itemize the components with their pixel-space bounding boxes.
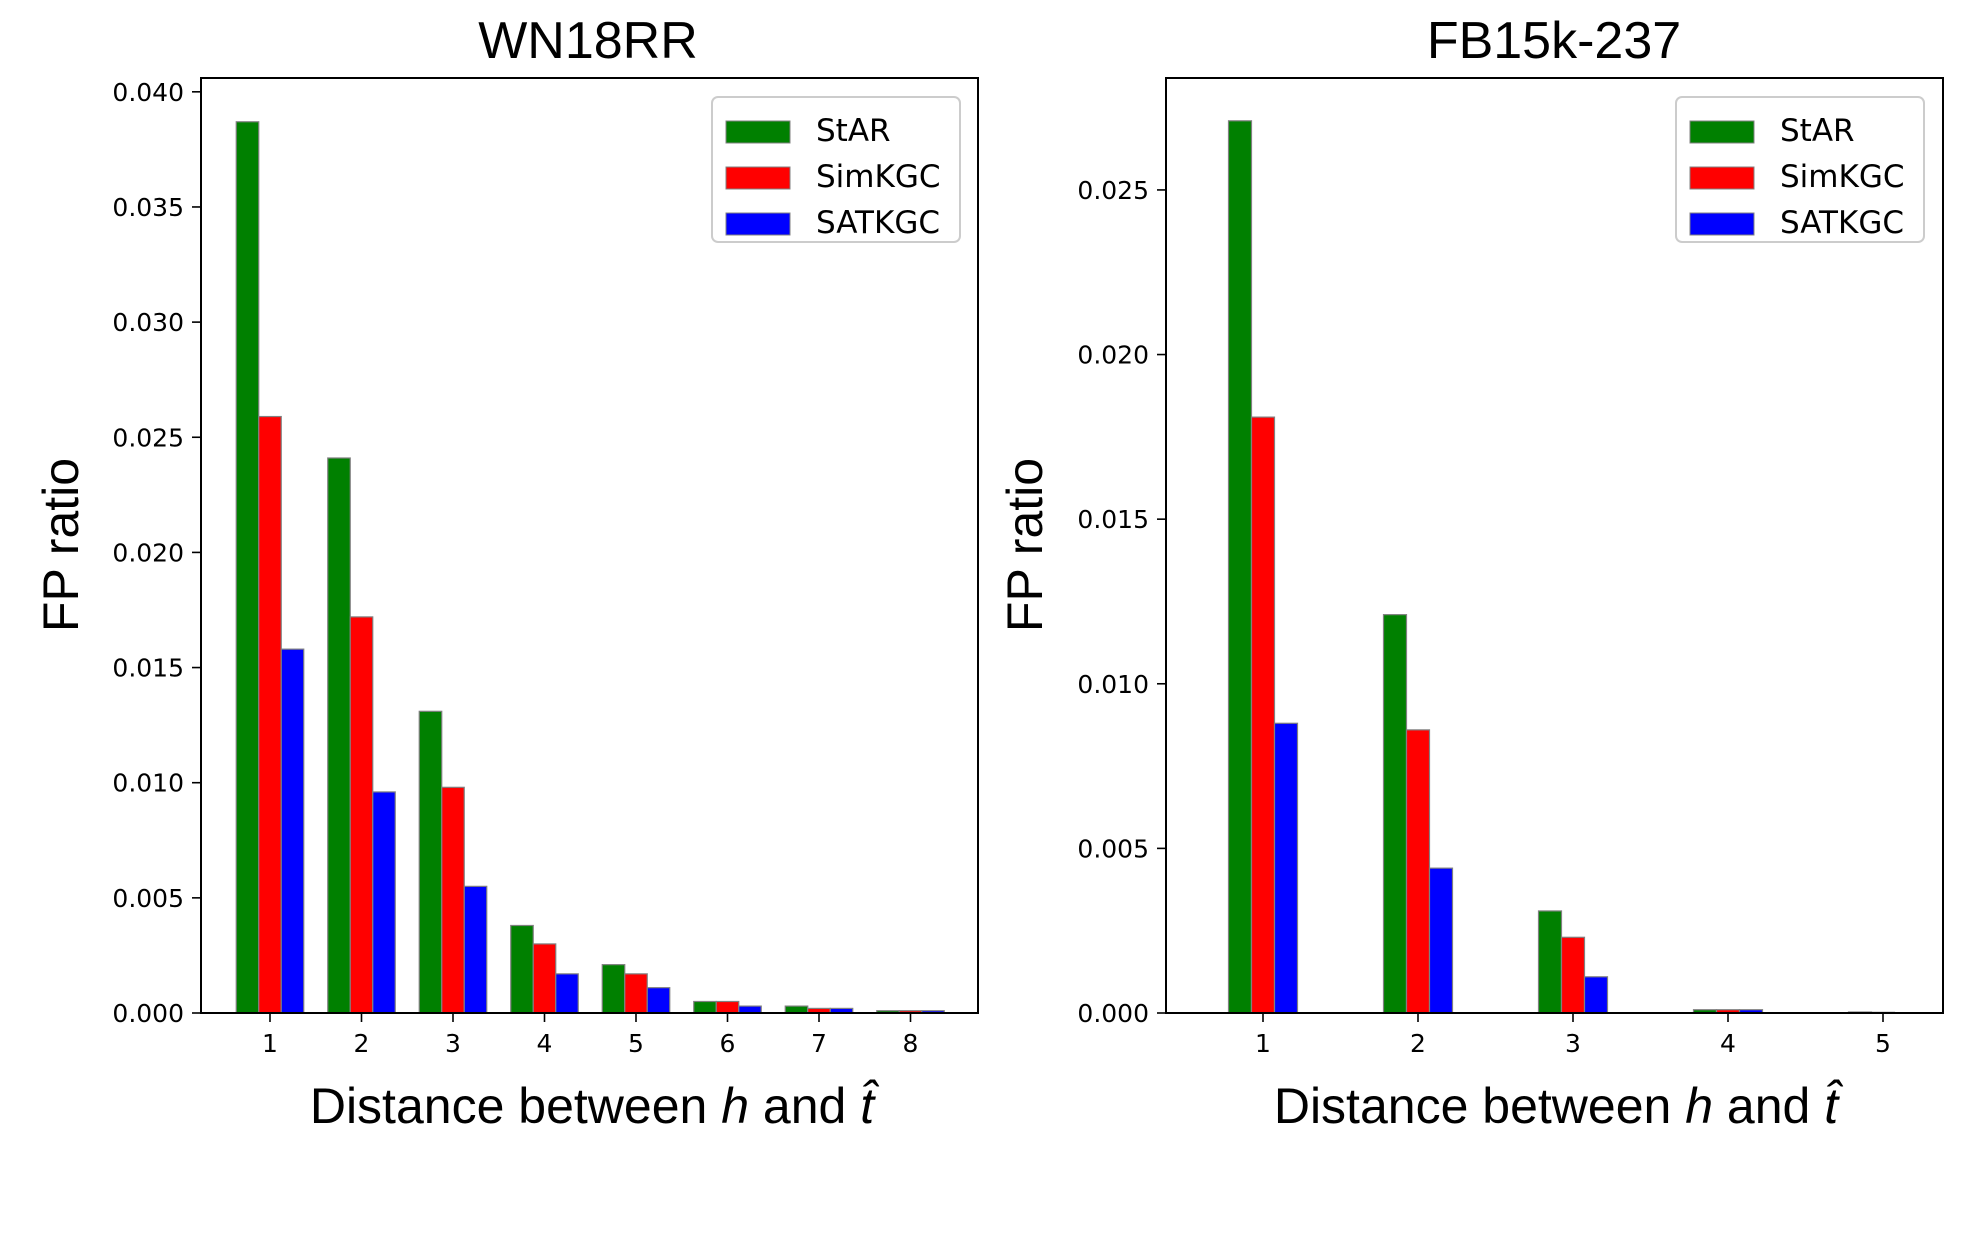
x-tick-label: 2: [1410, 1029, 1426, 1058]
bar-simkgc-6: [715, 1000, 740, 1014]
bar-satkgc-3: [1583, 976, 1609, 1014]
plot-frame: [200, 77, 979, 1014]
x-axis-label-var-h: h: [721, 1078, 749, 1134]
legend-label-satkgc: SATKGC: [816, 205, 940, 241]
y-tick-label: 0.005: [1077, 834, 1149, 863]
bar-star-4: [510, 924, 534, 1014]
y-axis-label: FP ratio: [997, 458, 1053, 632]
bar-star-1: [235, 121, 260, 1014]
chart-panel-wn18rr: WN18RR FP ratio Distance between h and t…: [33, 12, 979, 1134]
x-tick-label: 4: [537, 1029, 553, 1058]
legend: StAR SimKGC SATKGC: [1675, 96, 1925, 243]
x-tick-label: 4: [1720, 1029, 1736, 1058]
y-ticks: 0.000 0.005 0.010 0.015 0.020 0.025 0.030 0.035…: [112, 78, 201, 1028]
legend-label-simkgc: SimKGC: [1780, 159, 1904, 195]
bars-group: [1227, 120, 1919, 1014]
x-axis-label-mid: and: [749, 1078, 860, 1134]
y-tick-label: 0.020: [1077, 341, 1149, 370]
y-tick-label: 0.015: [112, 654, 184, 683]
x-axis-label-prefix: Distance between: [1274, 1078, 1685, 1134]
x-tick-label: 3: [1565, 1029, 1581, 1058]
bar-simkgc-3: [441, 786, 465, 1014]
legend-swatch-star: [1689, 120, 1755, 144]
x-axis-label-var-t: t̂: [860, 1078, 880, 1134]
chart-panel-fb15k-237: FB15k-237 FP ratio Distance between h an…: [997, 12, 1944, 1134]
y-tick-label: 0.020: [112, 538, 184, 567]
y-tick-label: 0.035: [112, 193, 184, 222]
y-tick-label: 0.000: [1077, 999, 1149, 1028]
y-ticks: 0.000 0.005 0.010 0.015 0.020 0.025: [1077, 176, 1166, 1028]
legend-label-simkgc: SimKGC: [816, 159, 940, 195]
x-axis-label-var-t: t̂: [1824, 1078, 1844, 1134]
bar-satkgc-2: [372, 791, 396, 1014]
bar-star-3: [418, 710, 443, 1014]
bar-satkgc-4: [555, 973, 579, 1014]
legend-swatch-star: [725, 120, 791, 144]
y-tick-label: 0.010: [1077, 670, 1149, 699]
x-axis-label: Distance between h and t̂: [310, 1078, 880, 1134]
y-tick-label: 0.010: [112, 769, 184, 798]
x-tick-label: 1: [262, 1029, 278, 1058]
x-ticks: 1 2 3 4 5 6 7 8: [262, 1013, 918, 1058]
bar-simkgc-1: [1250, 416, 1276, 1014]
y-tick-label: 0.025: [112, 423, 184, 452]
y-tick-label: 0.015: [1077, 505, 1149, 534]
y-tick-label: 0.000: [112, 999, 184, 1028]
bar-star-5: [601, 964, 626, 1014]
x-tick-label: 1: [1255, 1029, 1271, 1058]
x-ticks: 1 2 3 4 5: [1255, 1013, 1891, 1058]
legend-label-star: StAR: [1780, 113, 1855, 149]
legend-label-star: StAR: [816, 113, 891, 149]
bar-star-1: [1227, 120, 1253, 1014]
x-axis-label-var-h: h: [1685, 1078, 1713, 1134]
legend-label-satkgc: SATKGC: [1780, 205, 1904, 241]
x-axis-label: Distance between h and t̂: [1274, 1078, 1844, 1134]
y-tick-label: 0.025: [1077, 176, 1149, 205]
bar-satkgc-6: [738, 1005, 762, 1014]
legend-swatch-simkgc: [1689, 166, 1755, 190]
y-axis-label: FP ratio: [33, 458, 89, 632]
x-axis-label-prefix: Distance between: [310, 1078, 721, 1134]
bar-star-6: [693, 1000, 717, 1014]
bar-satkgc-1: [280, 648, 305, 1014]
bar-simkgc-2: [1405, 729, 1431, 1014]
bar-simkgc-4: [532, 943, 557, 1014]
bar-simkgc-1: [258, 415, 282, 1014]
chart-title: WN18RR: [478, 12, 698, 70]
bar-satkgc-1: [1273, 722, 1299, 1014]
chart-title: FB15k-237: [1427, 12, 1681, 70]
x-tick-label: 2: [354, 1029, 370, 1058]
bar-star-2: [1382, 614, 1408, 1014]
y-tick-label: 0.005: [112, 884, 184, 913]
x-tick-label: 8: [903, 1029, 919, 1058]
bar-star-2: [327, 457, 351, 1014]
plot-frame: [1165, 77, 1944, 1014]
x-tick-label: 6: [720, 1029, 736, 1058]
bar-simkgc-3: [1560, 936, 1586, 1014]
legend: StAR SimKGC SATKGC: [711, 96, 961, 243]
x-tick-label: 5: [1875, 1029, 1891, 1058]
y-tick-label: 0.040: [112, 78, 184, 107]
y-tick-label: 0.030: [112, 308, 184, 337]
bar-simkgc-2: [349, 616, 374, 1014]
legend-swatch-simkgc: [725, 166, 791, 190]
bar-satkgc-2: [1428, 867, 1454, 1014]
bars-group: [235, 121, 945, 1014]
bar-star-7: [784, 1005, 809, 1014]
x-tick-label: 3: [445, 1029, 461, 1058]
x-axis-label-mid: and: [1713, 1078, 1824, 1134]
x-tick-label: 7: [811, 1029, 827, 1058]
bar-simkgc-5: [624, 973, 648, 1014]
x-tick-label: 5: [628, 1029, 644, 1058]
bar-satkgc-5: [646, 987, 671, 1014]
bar-satkgc-3: [463, 885, 488, 1014]
legend-swatch-satkgc: [1689, 212, 1755, 236]
bar-star-3: [1537, 910, 1563, 1014]
legend-swatch-satkgc: [725, 212, 791, 236]
